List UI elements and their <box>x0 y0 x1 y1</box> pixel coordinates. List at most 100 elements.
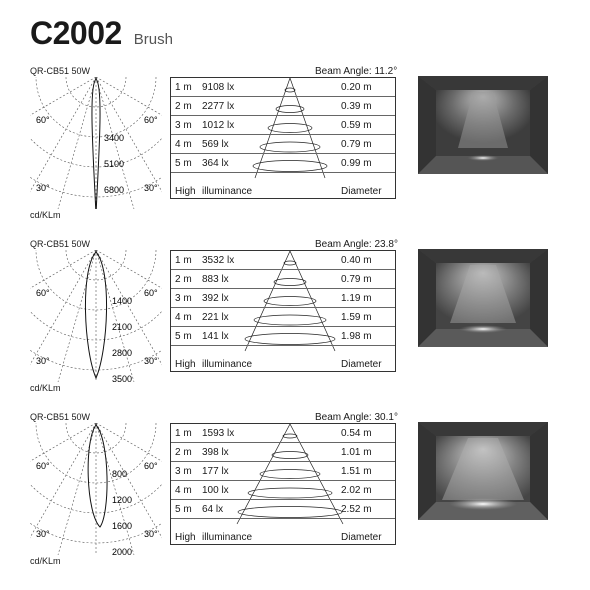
diameter-cell: 2.02 m <box>341 485 372 496</box>
footer-high: High <box>175 359 196 370</box>
beam-cone-diagram <box>236 424 344 525</box>
illuminance-cell: 364 lx <box>202 158 229 169</box>
table-row: 4 m 100 lx 2.02 m <box>171 481 395 500</box>
diameter-cell: 0.79 m <box>341 274 372 285</box>
table-row: 1 m 1593 lx 0.54 m <box>171 424 395 443</box>
table-row: 3 m 177 lx 1.51 m <box>171 462 395 481</box>
footer-illuminance: illuminance <box>202 532 253 543</box>
distance-cell: 1 m <box>175 255 192 266</box>
page-title: C2002 Brush <box>30 15 173 52</box>
beam-angle: Beam Angle: 30.1° <box>315 412 398 423</box>
polar-diagram: 60° 60° 30° 30° 3400 5100 6800 8500 <box>30 77 162 209</box>
illuminance-cell: 398 lx <box>202 447 229 458</box>
illuminance-table: 1 m 3532 lx 0.40 m 2 m 883 lx 0.79 m 3 m… <box>170 250 396 372</box>
scale-label: 5100 <box>104 159 124 169</box>
beam-angle: Beam Angle: 23.8° <box>315 239 398 250</box>
distance-cell: 3 m <box>175 466 192 477</box>
scale-label: 2800 <box>112 348 132 358</box>
diameter-cell: 0.99 m <box>341 158 372 169</box>
illuminance-cell: 569 lx <box>202 139 229 150</box>
diameter-cell: 0.79 m <box>341 139 372 150</box>
beam-photo <box>418 422 548 520</box>
angle-label: 30° <box>36 529 50 539</box>
table-row: 2 m 398 lx 1.01 m <box>171 443 395 462</box>
diameter-cell: 0.54 m <box>341 428 372 439</box>
illuminance-cell: 9108 lx <box>202 82 235 93</box>
table-row: 2 m 2277 lx 0.39 m <box>171 97 395 116</box>
angle-label: 30° <box>144 529 158 539</box>
table-row: 5 m 364 lx 0.99 m <box>171 154 395 173</box>
model-subtitle: Brush <box>133 31 173 48</box>
diameter-cell: 0.39 m <box>341 101 372 112</box>
diameter-cell: 0.40 m <box>341 255 372 266</box>
illuminance-cell: 2277 lx <box>202 101 235 112</box>
scale-label: 1600 <box>112 521 132 531</box>
scale-label: 2000 <box>112 547 132 555</box>
angle-label: 30° <box>36 183 50 193</box>
distance-cell: 2 m <box>175 274 192 285</box>
diameter-cell: 1.51 m <box>341 466 372 477</box>
lamp-label: QR-CB51 50W <box>30 239 91 249</box>
illuminance-table: 1 m 1593 lx 0.54 m 2 m 398 lx 1.01 m 3 m… <box>170 423 396 545</box>
diameter-cell: 0.59 m <box>341 120 372 131</box>
footer-illuminance: illuminance <box>202 186 253 197</box>
illuminance-cell: 3532 lx <box>202 255 235 266</box>
scale-label: 800 <box>112 469 127 479</box>
unit-label: cd/KLm <box>30 210 61 220</box>
scale-label: 6800 <box>104 185 124 195</box>
diameter-cell: 2.52 m <box>341 504 372 515</box>
polar-diagram: 60° 60° 30° 30° 800 1200 1600 2000 <box>30 423 162 555</box>
illuminance-cell: 100 lx <box>202 485 229 496</box>
scale-label: 1200 <box>112 495 132 505</box>
unit-label: cd/KLm <box>30 383 61 393</box>
distance-cell: 5 m <box>175 504 192 515</box>
angle-label: 60° <box>36 461 50 471</box>
table-row: 4 m 221 lx 1.59 m <box>171 308 395 327</box>
angle-label: 60° <box>36 115 50 125</box>
photometric-section-2: QR-CB51 50W 60° 60° 30° 30° 1400 2100 28… <box>0 239 590 399</box>
distance-cell: 4 m <box>175 139 192 150</box>
diameter-cell: 0.20 m <box>341 82 372 93</box>
scale-label: 3500 <box>112 374 132 382</box>
table-row: 5 m 64 lx 2.52 m <box>171 500 395 519</box>
angle-label: 60° <box>144 288 158 298</box>
table-row: 1 m 3532 lx 0.40 m <box>171 251 395 270</box>
footer-diameter: Diameter <box>341 186 382 197</box>
angle-label: 30° <box>36 356 50 366</box>
distance-cell: 4 m <box>175 312 192 323</box>
illuminance-cell: 221 lx <box>202 312 229 323</box>
illuminance-cell: 177 lx <box>202 466 229 477</box>
illuminance-cell: 141 lx <box>202 331 229 342</box>
distance-cell: 4 m <box>175 485 192 496</box>
footer-diameter: Diameter <box>341 359 382 370</box>
distance-cell: 1 m <box>175 82 192 93</box>
polar-diagram: 60° 60° 30° 30° 1400 2100 2800 3500 <box>30 250 162 382</box>
beam-photo <box>418 249 548 347</box>
model-name: C2002 <box>30 15 122 51</box>
photometric-section-1: QR-CB51 50W 60° 60° 30° 30° 3400 5100 68… <box>0 66 590 226</box>
illuminance-cell: 1012 lx <box>202 120 235 131</box>
distance-cell: 3 m <box>175 293 192 304</box>
table-row: 1 m 9108 lx 0.20 m <box>171 78 395 97</box>
lamp-label: QR-CB51 50W <box>30 412 91 422</box>
footer-diameter: Diameter <box>341 532 382 543</box>
scale-label: 3400 <box>104 133 124 143</box>
table-row: 3 m 1012 lx 0.59 m <box>171 116 395 135</box>
footer-high: High <box>175 186 196 197</box>
photometric-section-3: QR-CB51 50W 60° 60° 30° 30° 800 1200 160… <box>0 412 590 572</box>
lamp-label: QR-CB51 50W <box>30 66 91 76</box>
distance-cell: 5 m <box>175 331 192 342</box>
beam-cone-diagram <box>244 251 336 352</box>
diameter-cell: 1.19 m <box>341 293 372 304</box>
unit-label: cd/KLm <box>30 556 61 566</box>
angle-label: 60° <box>144 461 158 471</box>
distance-cell: 2 m <box>175 447 192 458</box>
distance-cell: 1 m <box>175 428 192 439</box>
diameter-cell: 1.59 m <box>341 312 372 323</box>
angle-label: 60° <box>36 288 50 298</box>
table-row: 2 m 883 lx 0.79 m <box>171 270 395 289</box>
diameter-cell: 1.98 m <box>341 331 372 342</box>
table-row: 3 m 392 lx 1.19 m <box>171 289 395 308</box>
illuminance-cell: 883 lx <box>202 274 229 285</box>
table-row: 5 m 141 lx 1.98 m <box>171 327 395 346</box>
